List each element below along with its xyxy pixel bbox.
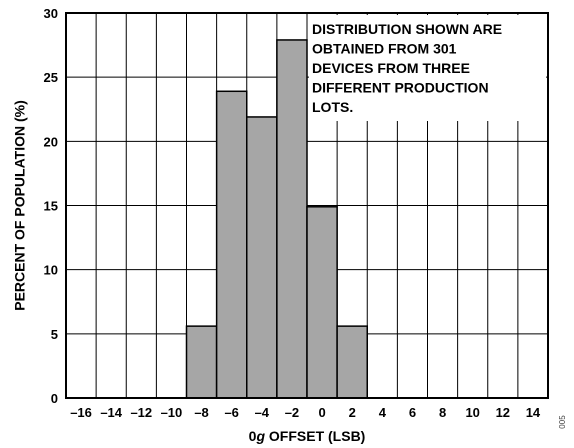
x-tick-label: 2 bbox=[349, 405, 356, 420]
x-tick-label: –2 bbox=[285, 405, 299, 420]
x-tick-label: –14 bbox=[100, 405, 122, 420]
y-tick-label: 10 bbox=[44, 263, 58, 278]
x-tick-label: 0 bbox=[318, 405, 325, 420]
annotation-box bbox=[309, 15, 546, 121]
plot-frame bbox=[65, 12, 549, 399]
histogram-bar bbox=[185, 325, 218, 399]
x-tick-label: –10 bbox=[161, 405, 183, 420]
x-tick-label: 6 bbox=[409, 405, 416, 420]
y-tick-label: 25 bbox=[44, 70, 58, 85]
x-axis-title: 0g OFFSET (LSB) bbox=[249, 428, 366, 444]
annotation-text: DISTRIBUTION SHOWN ARE OBTAINED FROM 301 D… bbox=[312, 21, 502, 115]
y-tick-label: 30 bbox=[44, 6, 58, 21]
x-tick-labels: –16 –14 –12 –10 –8 –6 –4 –2 0 2 4 6 8 10 12 14 bbox=[70, 405, 541, 420]
x-tick-label: –4 bbox=[255, 405, 270, 420]
annotation-line: LOTS. bbox=[312, 99, 353, 115]
y-tick-label: 15 bbox=[44, 199, 58, 214]
x-axis-title-suffix: OFFSET (LSB) bbox=[265, 428, 365, 444]
y-tick-labels: 0 5 10 15 20 25 30 bbox=[44, 6, 58, 406]
y-tick-label: 0 bbox=[51, 391, 58, 406]
x-tick-label: –16 bbox=[70, 405, 92, 420]
x-tick-label: 8 bbox=[439, 405, 446, 420]
x-axis-title-italic: g bbox=[255, 428, 265, 444]
annotation-line: DEVICES FROM THREE bbox=[312, 60, 470, 76]
y-tick-label: 20 bbox=[44, 134, 58, 149]
x-tick-label: 14 bbox=[526, 405, 541, 420]
x-tick-label: 12 bbox=[496, 405, 510, 420]
y-tick-label: 5 bbox=[51, 327, 58, 342]
histogram-bar bbox=[215, 90, 248, 399]
annotation-line: DISTRIBUTION SHOWN ARE bbox=[312, 21, 502, 37]
figure-code: 005 bbox=[558, 415, 567, 429]
x-tick-label: –12 bbox=[130, 405, 152, 420]
x-tick-label: –8 bbox=[194, 405, 208, 420]
x-axis-title-prefix: 0 bbox=[249, 428, 257, 444]
y-axis-title: PERCENT OF POPULATION (%) bbox=[12, 100, 28, 311]
annotation-line: OBTAINED FROM 301 bbox=[312, 41, 457, 57]
histogram-bar bbox=[336, 325, 368, 399]
x-tick-label: 10 bbox=[465, 405, 479, 420]
histogram-bar bbox=[246, 116, 278, 399]
x-tick-label: 4 bbox=[379, 405, 387, 420]
x-tick-label: –6 bbox=[224, 405, 238, 420]
histogram-bar bbox=[306, 206, 338, 399]
annotation-line: DIFFERENT PRODUCTION bbox=[312, 80, 489, 96]
histogram-bar bbox=[276, 39, 308, 399]
histogram-bars bbox=[185, 39, 368, 399]
